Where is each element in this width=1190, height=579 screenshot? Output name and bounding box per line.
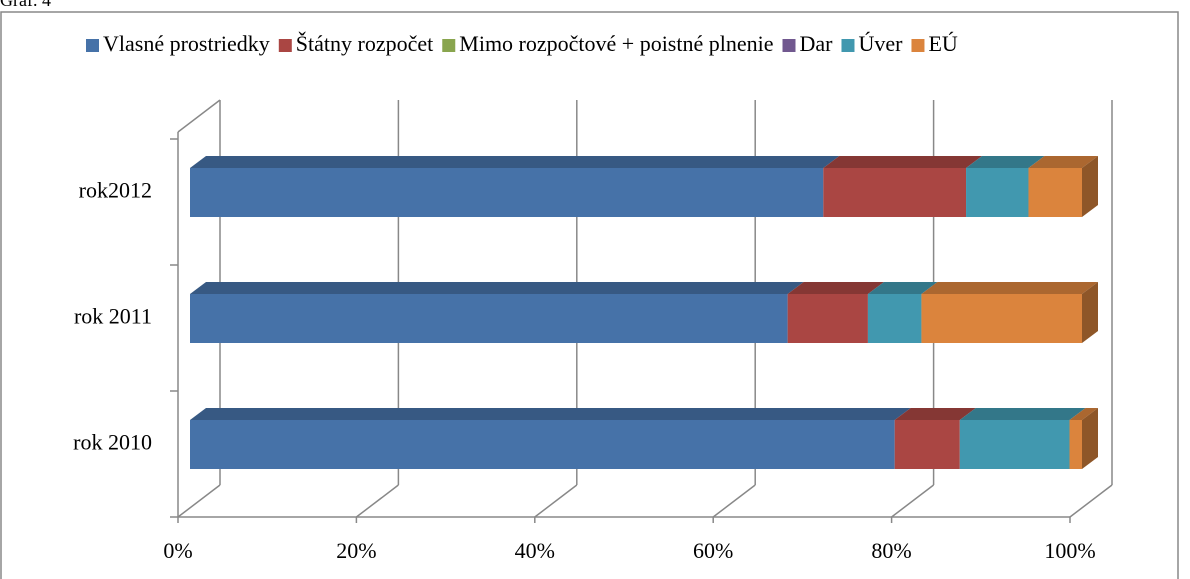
bar — [867, 294, 922, 343]
bar — [966, 168, 1029, 217]
y-tick-label: rok2012 — [79, 178, 152, 203]
legend-label: EÚ — [928, 31, 957, 56]
bar — [190, 294, 788, 343]
bar-top — [190, 282, 804, 294]
grid-line — [712, 484, 756, 518]
grid-line — [1069, 484, 1113, 518]
legend-swatch — [278, 39, 292, 52]
x-tick-label: 0% — [163, 538, 192, 563]
bar — [894, 420, 960, 469]
axis-line — [177, 99, 221, 133]
bar-top — [823, 156, 983, 168]
bar-side — [1082, 156, 1098, 217]
bar — [1069, 420, 1082, 469]
bar-top — [894, 408, 976, 420]
bar — [823, 168, 967, 217]
legend-swatch — [911, 39, 925, 52]
bar — [190, 168, 824, 217]
bar — [959, 420, 1070, 469]
grid-line — [534, 484, 578, 518]
bar — [921, 294, 1082, 343]
bar-side — [1082, 282, 1098, 343]
bar-top — [867, 282, 938, 294]
bar — [787, 294, 868, 343]
bar-top — [921, 282, 1098, 294]
legend-swatch — [782, 39, 796, 52]
legend-swatch — [442, 39, 456, 52]
bar-side — [1082, 408, 1098, 469]
x-tick-label: 60% — [693, 538, 733, 563]
x-tick-label: 20% — [336, 538, 376, 563]
caption: Graf. 4 — [0, 0, 51, 10]
chart-frame — [0, 11, 1179, 579]
bar-top — [190, 408, 911, 420]
bar-top — [190, 156, 840, 168]
bar-top — [1028, 156, 1098, 168]
y-tick-label: rok 2011 — [74, 304, 152, 329]
legend-swatch — [841, 39, 855, 52]
legend-label: Dar — [800, 31, 834, 56]
grid-line — [891, 484, 935, 518]
grid-line — [355, 484, 399, 518]
x-tick-label: 80% — [871, 538, 911, 563]
bar-top — [959, 408, 1086, 420]
legend-label: Mimo rozpočtové + poistné plnenie — [459, 31, 773, 56]
bar-top — [1069, 408, 1098, 420]
legend-swatch — [86, 39, 99, 52]
legend-label: Štátny rozpočet — [296, 31, 433, 56]
bar — [1028, 168, 1082, 217]
bar-top — [787, 282, 884, 294]
x-tick-label: 100% — [1044, 538, 1095, 563]
y-tick-label: rok 2010 — [73, 430, 152, 455]
bar-top — [966, 156, 1045, 168]
grid-line — [177, 484, 221, 518]
legend-label: Úver — [858, 31, 903, 56]
x-tick-label: 40% — [515, 538, 555, 563]
bar — [190, 420, 895, 469]
legend-label: Vlasné prostriedky — [103, 31, 270, 56]
